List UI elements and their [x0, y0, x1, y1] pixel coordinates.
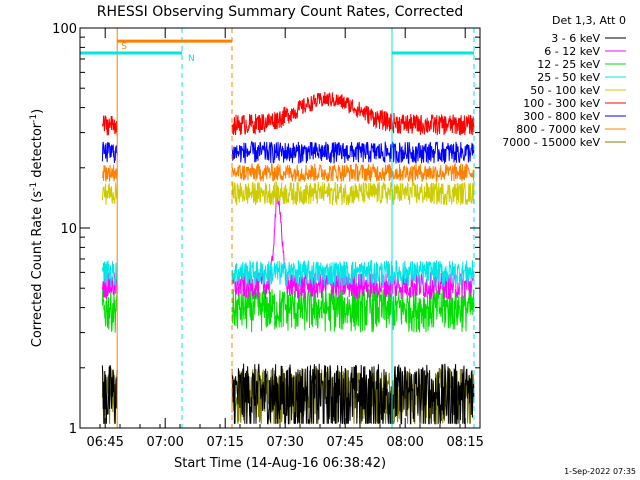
legend-item-label: 300 - 800 keV — [523, 110, 600, 123]
y-axis-label-sup1: -1 — [29, 182, 39, 191]
x-axis: 06:45 07:00 07:15 07:30 07:45 08:00 08:15 — [79, 28, 484, 450]
legend-item-label: 7000 - 15000 keV — [502, 136, 600, 149]
y-tick-label: 100 — [52, 22, 77, 37]
legend-item-label: 100 - 300 keV — [523, 97, 600, 110]
series-line — [101, 115, 118, 136]
series-line — [101, 364, 118, 424]
series-line — [101, 164, 118, 182]
series-line — [101, 260, 118, 286]
legend-item-label: 25 - 50 keV — [537, 71, 600, 84]
legend-item-label: 50 - 100 keV — [530, 84, 600, 97]
series-line — [101, 182, 118, 205]
x-tick-label: 08:15 — [446, 435, 483, 450]
legend-item-label: 3 - 6 keV — [551, 32, 600, 45]
legend-item-label: 800 - 7000 keV — [516, 123, 600, 136]
series-line — [231, 363, 475, 425]
x-tick-label: 06:45 — [86, 435, 123, 450]
series-line — [231, 162, 475, 183]
series-line — [231, 287, 475, 333]
plot-frame — [79, 27, 481, 429]
y-axis: 1 10 100 — [52, 22, 480, 437]
x-tick-label: 07:45 — [326, 435, 363, 450]
y-axis-label-sup2: -1 — [29, 114, 39, 123]
y-axis-label-end: ) — [30, 109, 45, 114]
status-bar-label: S — [121, 42, 127, 52]
series-line — [231, 181, 475, 206]
y-axis-label-main: Corrected Count Rate (s — [30, 191, 45, 348]
series-line — [231, 259, 475, 289]
legend-header: Det 1,3, Att 0 — [552, 14, 626, 27]
series-line — [101, 288, 118, 333]
x-tick-label: 08:00 — [386, 435, 423, 450]
chart-title: RHESSI Observing Summary Count Rates, Co… — [97, 4, 463, 20]
x-tick-label: 07:30 — [266, 435, 303, 450]
x-tick-label: 07:00 — [146, 435, 183, 450]
series-line — [231, 197, 475, 300]
series-line — [231, 91, 475, 136]
plot-area: SN — [79, 27, 481, 429]
y-tick-label: 1 — [69, 422, 77, 437]
y-axis-label-mid: detector — [30, 122, 45, 182]
status-bar-label: N — [188, 54, 195, 64]
series-line — [101, 141, 118, 164]
y-axis-label: Corrected Count Rate (s-1 detector-1) — [29, 109, 45, 347]
legend-item-label: 12 - 25 keV — [537, 58, 600, 71]
legend-item-label: 6 - 12 keV — [544, 45, 600, 58]
series-line — [231, 140, 475, 165]
footer-date: 1-Sep-2022 07:35 — [564, 467, 636, 476]
x-axis-label: Start Time (14-Aug-16 06:38:42) — [174, 456, 386, 471]
x-tick-label: 07:15 — [206, 435, 243, 450]
y-tick-label: 10 — [60, 222, 77, 237]
